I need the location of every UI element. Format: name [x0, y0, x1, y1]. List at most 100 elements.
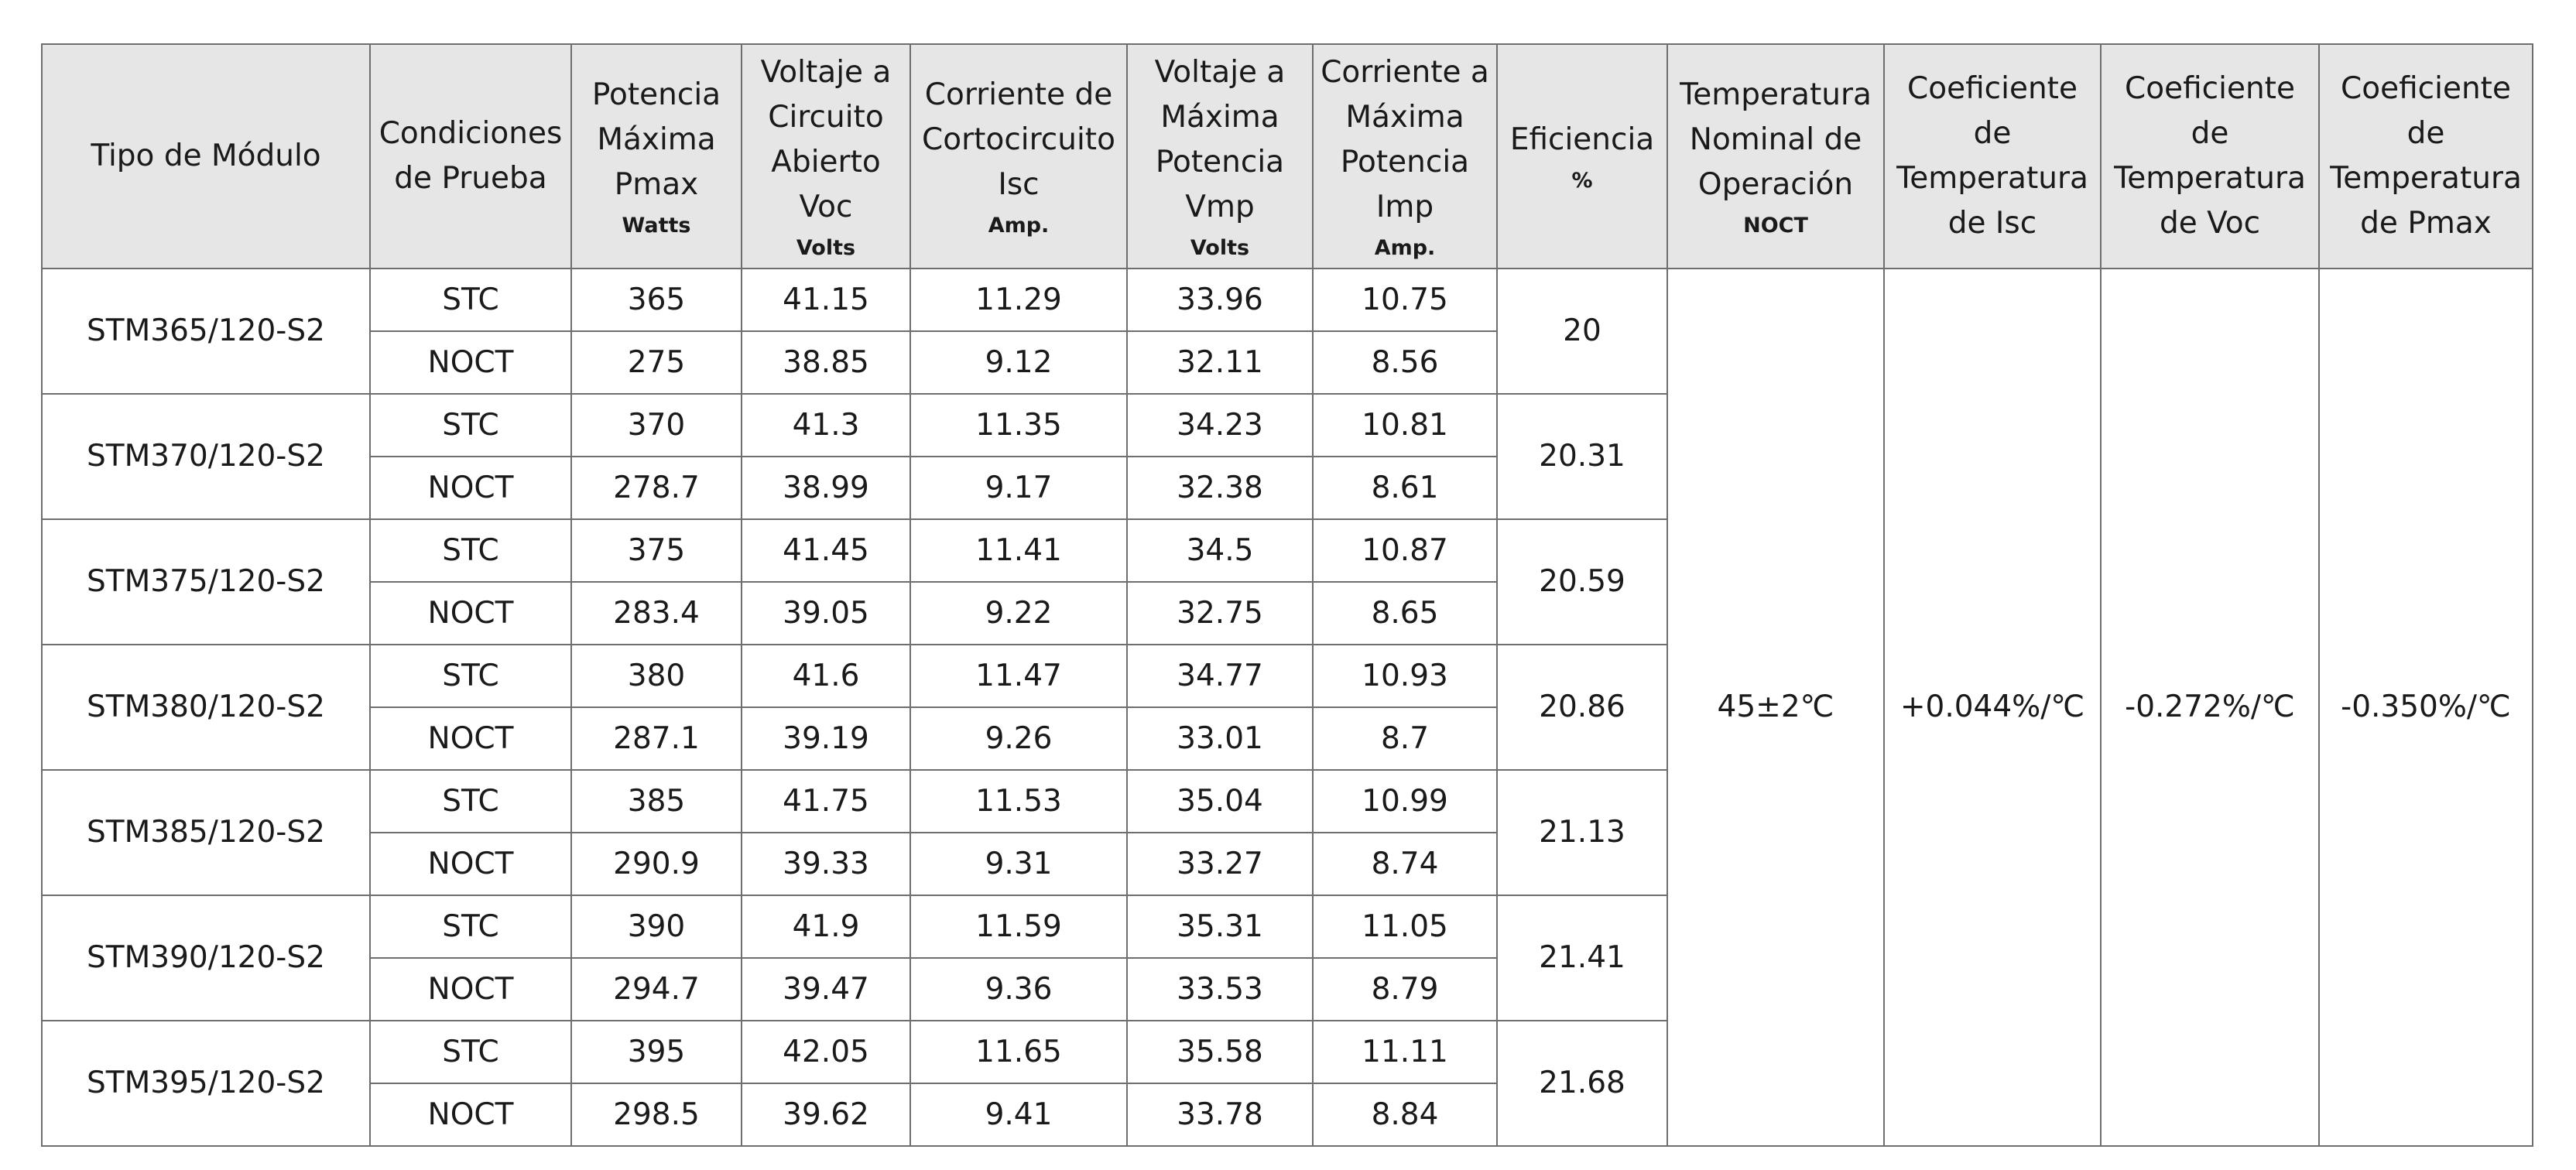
voc-cell: 41.9: [741, 895, 911, 959]
table-row: NOCT 294.7 39.47 9.36 33.53 8.79: [42, 957, 2533, 1021]
imp-cell: 8.74: [1312, 832, 1498, 896]
header-cell: Potencia Máxima Pmax Watts: [570, 43, 742, 269]
header-cell: Coeficiente de Temperatura de Pmax: [2318, 43, 2533, 269]
voc-cell: 41.75: [741, 769, 911, 833]
isc-cell: 11.41: [909, 518, 1128, 583]
table-row: STM370/120-S2 STC 370 41.3 11.35 34.23 1…: [41, 393, 2533, 520]
header-cell: Temperatura Nominal de Operación NOCT: [1667, 43, 1885, 269]
pmax-cell: 283.4: [570, 581, 742, 645]
imp-cell: 10.93: [1312, 644, 1498, 708]
table-row: STM365/120-S2 STC 365 41.15 11.29 33.96 …: [41, 268, 2533, 1147]
vmp-cell: 35.58: [1126, 1020, 1314, 1084]
condition-cell: STC: [369, 769, 572, 833]
model-cell: STM395/120-S2: [41, 1020, 371, 1147]
table-row: NOCT 278.7 38.99 9.17 32.38 8.61: [42, 456, 2533, 520]
imp-cell: 10.75: [1312, 268, 1498, 332]
table-row: STM380/120-S2 STC 380 41.6 11.47 34.77 1…: [41, 644, 2533, 771]
voc-cell: 41.6: [741, 644, 911, 708]
isc-cell: 9.12: [909, 330, 1128, 395]
vmp-cell: 33.53: [1126, 957, 1314, 1021]
vmp-cell: 34.23: [1126, 393, 1314, 457]
voc-cell: 39.62: [741, 1083, 911, 1147]
pmax-cell: 390: [570, 895, 742, 959]
vmp-cell: 35.04: [1126, 769, 1314, 833]
header-cell: Tipo de Módulo: [41, 43, 371, 269]
isc-cell: 9.41: [909, 1083, 1128, 1147]
efficiency-cell: 21.13: [1496, 769, 1668, 896]
condition-cell: STC: [369, 393, 572, 457]
table-row: NOCT 283.4 39.05 9.22 32.75 8.65: [42, 581, 2533, 645]
pmax-cell: 380: [570, 644, 742, 708]
unit-label: Volts: [796, 236, 856, 260]
isc-cell: 9.31: [909, 832, 1128, 896]
unit-label: Amp.: [988, 214, 1050, 238]
model-cell: STM385/120-S2: [41, 769, 371, 896]
table-row: NOCT 275 38.85 9.12 32.11 8.56: [42, 330, 2533, 395]
isc-cell: 11.29: [909, 268, 1128, 332]
pmax-cell: 370: [570, 393, 742, 457]
pmax-cell: 294.7: [570, 957, 742, 1021]
isc-cell: 9.22: [909, 581, 1128, 645]
unit-label: Watts: [622, 214, 691, 238]
voc-cell: 41.45: [741, 518, 911, 583]
vmp-cell: 32.11: [1126, 330, 1314, 395]
isc-cell: 11.65: [909, 1020, 1128, 1084]
model-cell: STM370/120-S2: [41, 393, 371, 520]
imp-cell: 10.99: [1312, 769, 1498, 833]
unit-label: NOCT: [1743, 214, 1808, 238]
isc-cell: 11.47: [909, 644, 1128, 708]
condition-cell: NOCT: [369, 1083, 572, 1147]
table-row: NOCT 290.9 39.33 9.31 33.27 8.74: [42, 832, 2533, 896]
pmax-cell: 278.7: [570, 456, 742, 520]
efficiency-cell: 20: [1496, 268, 1668, 395]
efficiency-cell: 20.59: [1496, 518, 1668, 645]
header-cell: Corriente de Cortocircuito Isc Amp.: [909, 43, 1128, 269]
efficiency-cell: 20.31: [1496, 393, 1668, 520]
condition-cell: STC: [369, 644, 572, 708]
coef-voc-cell: -0.272%/℃: [2100, 268, 2320, 1147]
isc-cell: 11.53: [909, 769, 1128, 833]
table-row: STM375/120-S2 STC 375 41.45 11.41 34.5 1…: [41, 518, 2533, 645]
header-cell: Voltaje a Circuito Abierto Voc Volts: [741, 43, 911, 269]
pmax-cell: 290.9: [570, 832, 742, 896]
header-cell: Condiciones de Prueba: [369, 43, 572, 269]
model-cell: STM390/120-S2: [41, 895, 371, 1021]
imp-cell: 8.65: [1312, 581, 1498, 645]
noct-temp-cell: 45±2℃: [1667, 268, 1885, 1147]
voc-cell: 39.19: [741, 706, 911, 771]
pmax-cell: 287.1: [570, 706, 742, 771]
model-cell: STM375/120-S2: [41, 518, 371, 645]
imp-cell: 10.87: [1312, 518, 1498, 583]
pmax-cell: 365: [570, 268, 742, 332]
voc-cell: 39.47: [741, 957, 911, 1021]
imp-cell: 10.81: [1312, 393, 1498, 457]
model-cell: STM365/120-S2: [41, 268, 371, 395]
imp-cell: 8.61: [1312, 456, 1498, 520]
vmp-cell: 33.01: [1126, 706, 1314, 771]
header-cell: Coeficiente de Temperatura de Isc: [1883, 43, 2102, 269]
isc-cell: 9.17: [909, 456, 1128, 520]
spec-table: Tipo de Módulo Condiciones de Prueba Pot…: [41, 43, 2533, 1147]
condition-cell: STC: [369, 1020, 572, 1084]
isc-cell: 9.36: [909, 957, 1128, 1021]
condition-cell: STC: [369, 268, 572, 332]
table-body: STM365/120-S2 STC 365 41.15 11.29 33.96 …: [41, 268, 2533, 1147]
vmp-cell: 32.38: [1126, 456, 1314, 520]
vmp-cell: 33.78: [1126, 1083, 1314, 1147]
header-cell: Corriente a Máxima Potencia Imp Amp.: [1312, 43, 1498, 269]
coef-isc-cell: +0.044%/℃: [1883, 268, 2102, 1147]
unit-label: Volts: [1190, 236, 1250, 260]
vmp-cell: 34.77: [1126, 644, 1314, 708]
table-row: NOCT 298.5 39.62 9.41 33.78 8.84: [42, 1083, 2533, 1147]
condition-cell: NOCT: [369, 456, 572, 520]
voc-cell: 38.85: [741, 330, 911, 395]
vmp-cell: 34.5: [1126, 518, 1314, 583]
header-cell: Voltaje a Máxima Potencia Vmp Volts: [1126, 43, 1314, 269]
coef-pmax-cell: -0.350%/℃: [2318, 268, 2533, 1147]
header-cell: Coeficiente de Temperatura de Voc: [2100, 43, 2320, 269]
imp-cell: 11.05: [1312, 895, 1498, 959]
voc-cell: 41.3: [741, 393, 911, 457]
condition-cell: NOCT: [369, 330, 572, 395]
pmax-cell: 375: [570, 518, 742, 583]
pmax-cell: 298.5: [570, 1083, 742, 1147]
